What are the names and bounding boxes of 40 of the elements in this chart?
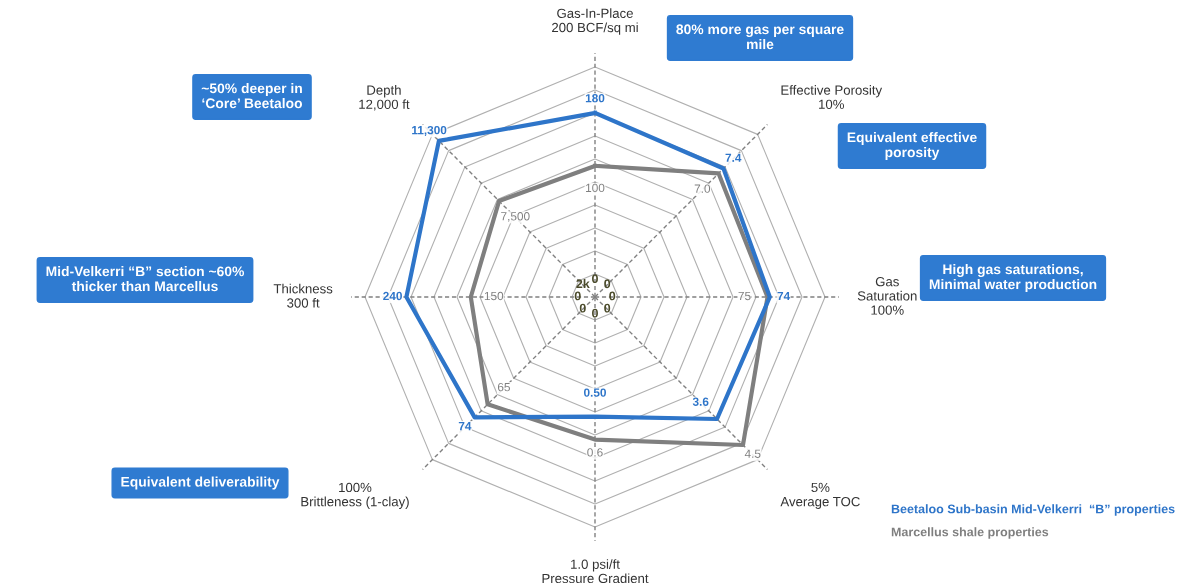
text: 74 — [458, 422, 472, 431]
text: 0 — [579, 303, 586, 313]
text: Beetaloo Sub-basin Mid-Velkerri “B” properties — [891, 504, 1175, 516]
text: 74 — [777, 291, 791, 301]
text: 75 — [738, 291, 751, 301]
text: 0 — [609, 291, 616, 301]
text: 0 — [574, 291, 581, 301]
text: Marcellus shale properties — [891, 527, 1049, 539]
text: 7.4 — [725, 153, 742, 162]
text: Equivalent effective porosity — [847, 132, 977, 160]
text: 0.6 — [587, 448, 603, 457]
text: 65 — [497, 382, 510, 392]
text: 0 — [592, 274, 598, 284]
text: 0 — [604, 279, 611, 289]
text: 7,500 — [501, 212, 530, 222]
spoke-label: Thickness 300 ft — [273, 283, 333, 308]
text: 3.6 — [692, 397, 709, 406]
text: 80% more gas per square mile — [676, 24, 844, 50]
text: 4.5 — [744, 449, 761, 458]
text: 11,300 — [412, 125, 447, 136]
spoke-label: Effective Porosity 10% — [781, 85, 883, 109]
spoke-label: 5% Average TOC — [780, 482, 860, 509]
text: Mid-Velkerri “B” section ~60% thicker than Marcellus — [46, 266, 245, 292]
text: 150 — [484, 291, 504, 301]
spoke-label: 100% Brittleness (1-clay) — [301, 482, 409, 509]
text: 240 — [383, 291, 402, 301]
text: 7.0 — [694, 184, 711, 193]
text: 0 — [592, 308, 598, 318]
spoke-label: Gas Saturation 100% — [857, 276, 917, 315]
text: Equivalent deliverability — [121, 476, 280, 490]
spoke-label: 1.0 psi/ft Pressure Gradient — [542, 559, 649, 584]
text: 2k — [576, 278, 590, 289]
text: 100 — [586, 183, 605, 193]
text: ~50% deeper in ‘Core’ Beetaloo — [201, 83, 303, 109]
text: High gas saturations, Minimal water production — [929, 264, 1097, 292]
text: 0.50 — [583, 388, 607, 397]
spoke-label: Depth 12,000 ft — [359, 85, 410, 111]
text: 180 — [585, 94, 605, 103]
spoke-label: Gas-In-Place 200 BCF/sq mi — [552, 8, 638, 35]
text: 0 — [604, 303, 611, 313]
